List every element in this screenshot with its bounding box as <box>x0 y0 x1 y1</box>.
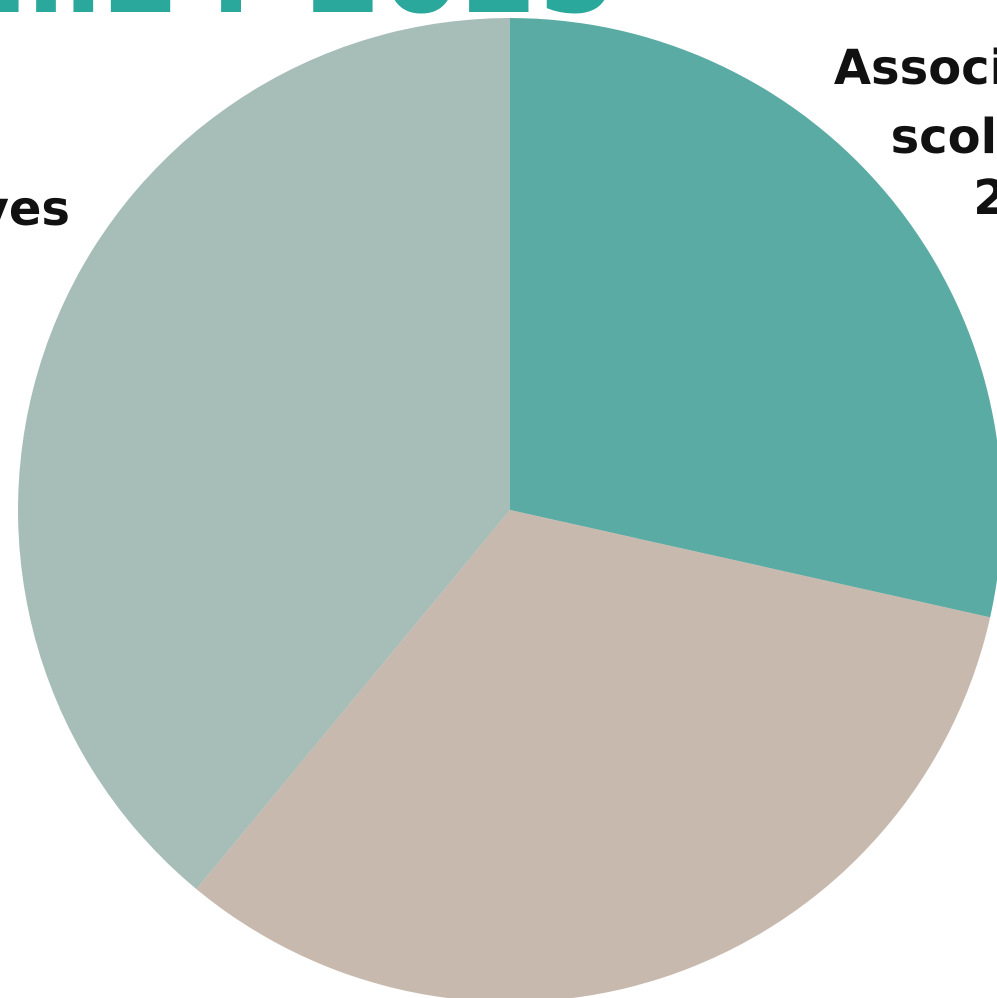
slice-label-1-line-2: scola <box>891 109 997 165</box>
pie-slice-2 <box>196 510 991 998</box>
pie-slice-3 <box>18 18 511 890</box>
slice-label-3-line-1: ves <box>0 181 70 237</box>
pie-slices <box>18 18 997 998</box>
slice-label-1-line-1: Associ <box>834 40 997 96</box>
slice-label-1-line-3: 2 <box>973 170 997 226</box>
pie-slice-1 <box>510 18 997 618</box>
slice-labels: Associ scola2 ves <box>0 40 997 237</box>
